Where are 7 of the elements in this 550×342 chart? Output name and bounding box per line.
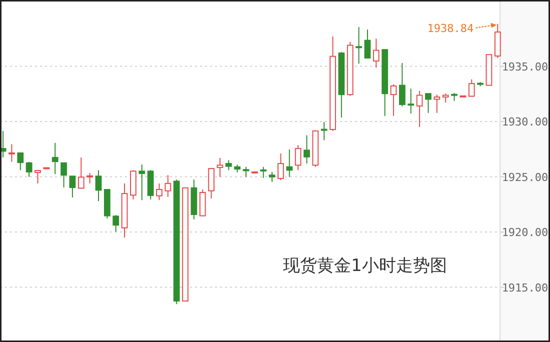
- y-tick-label: 1935.00: [502, 60, 548, 74]
- y-tick-label: 1925.00: [502, 170, 548, 184]
- y-tick-label: 1920.00: [502, 226, 548, 240]
- annotation: 1938.84: [427, 22, 474, 35]
- y-tick-label: 1915.00: [502, 281, 548, 294]
- y-tick-label: 1930.00: [502, 116, 548, 129]
- text: 现货黄金1小时走势图: [283, 256, 447, 276]
